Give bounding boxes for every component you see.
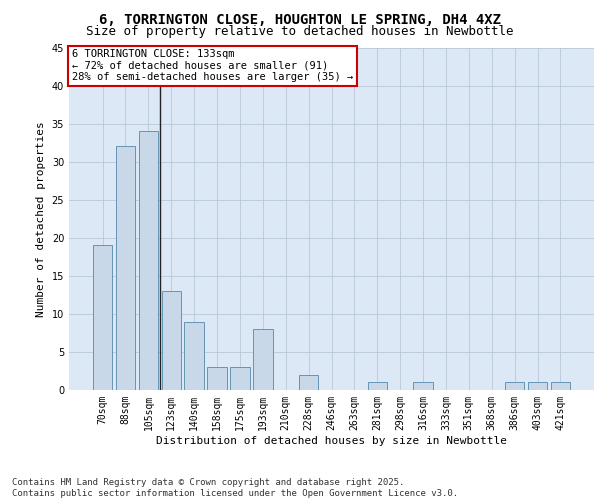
Text: 6, TORRINGTON CLOSE, HOUGHTON LE SPRING, DH4 4XZ: 6, TORRINGTON CLOSE, HOUGHTON LE SPRING,… — [99, 12, 501, 26]
Text: Size of property relative to detached houses in Newbottle: Size of property relative to detached ho… — [86, 25, 514, 38]
Bar — [230, 367, 250, 390]
X-axis label: Distribution of detached houses by size in Newbottle: Distribution of detached houses by size … — [156, 436, 507, 446]
Bar — [208, 367, 227, 390]
Bar — [551, 382, 570, 390]
Bar — [413, 382, 433, 390]
Bar — [368, 382, 387, 390]
Bar — [161, 291, 181, 390]
Bar — [528, 382, 547, 390]
Bar — [184, 322, 204, 390]
Bar — [116, 146, 135, 390]
Bar — [139, 131, 158, 390]
Y-axis label: Number of detached properties: Number of detached properties — [36, 121, 46, 316]
Text: Contains HM Land Registry data © Crown copyright and database right 2025.
Contai: Contains HM Land Registry data © Crown c… — [12, 478, 458, 498]
Bar — [299, 375, 319, 390]
Bar — [505, 382, 524, 390]
Bar — [93, 246, 112, 390]
Bar — [253, 329, 272, 390]
Text: 6 TORRINGTON CLOSE: 133sqm
← 72% of detached houses are smaller (91)
28% of semi: 6 TORRINGTON CLOSE: 133sqm ← 72% of deta… — [71, 49, 353, 82]
